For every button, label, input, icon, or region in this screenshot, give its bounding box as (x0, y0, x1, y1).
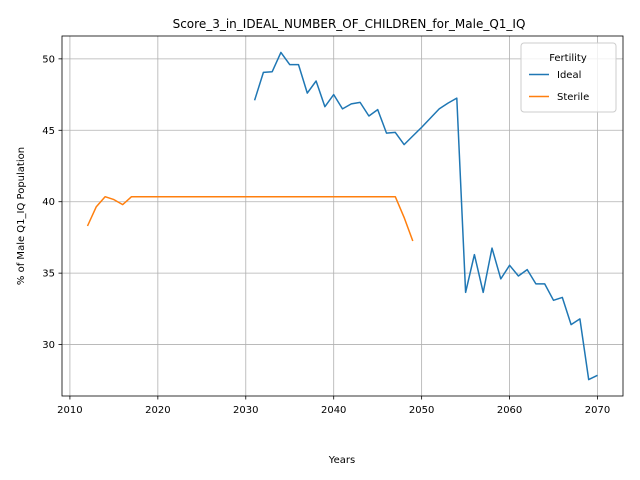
y-tick-label: 50 (42, 54, 55, 65)
y-tick-label: 30 (42, 340, 55, 351)
series-lines (86, 51, 598, 381)
axis-ticks: 2010 2020 2030 2040 2050 2060 2070 30 35 40 45 50 (42, 54, 610, 416)
y-tick-label: 40 (42, 197, 55, 208)
y-axis-label: % of Male Q1_IQ Population (16, 147, 27, 285)
chart-title: Score_3_in_IDEAL_NUMBER_OF_CHILDREN_for_… (173, 17, 526, 31)
x-tick-label: 2060 (497, 405, 522, 416)
legend: Fertility Ideal Sterile (520, 42, 617, 113)
x-tick-label: 2050 (409, 405, 434, 416)
x-axis-label: Years (328, 455, 355, 466)
legend-box (520, 42, 617, 113)
series-line-ideal (253, 51, 598, 381)
plot-frame (61, 35, 624, 397)
y-tick-label: 45 (42, 126, 55, 137)
series-line-sterile (86, 195, 414, 242)
x-tick-label: 2040 (321, 405, 346, 416)
x-tick-label: 2010 (57, 405, 82, 416)
legend-title: Fertility (549, 53, 587, 64)
legend-label-sterile: Sterile (557, 92, 589, 103)
x-tick-label: 2070 (585, 405, 610, 416)
x-tick-label: 2020 (145, 405, 170, 416)
y-tick-label: 35 (42, 269, 55, 280)
x-tick-label: 2030 (233, 405, 258, 416)
legend-label-ideal: Ideal (557, 70, 581, 81)
